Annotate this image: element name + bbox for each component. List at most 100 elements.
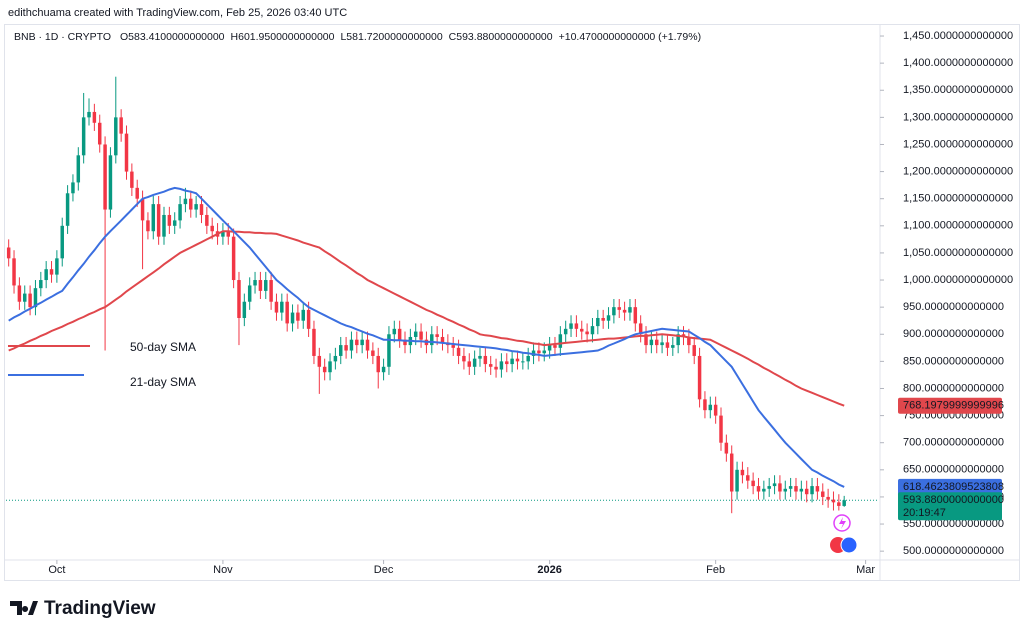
candle-body: [547, 345, 552, 351]
candle-body: [831, 499, 836, 503]
candle-body: [467, 361, 472, 367]
candle-body: [280, 301, 284, 313]
candle-body: [183, 198, 188, 205]
price-label-box: [898, 397, 1002, 414]
y-tick-label: 1,150.0000000000000: [903, 193, 1013, 205]
candle-body: [772, 483, 777, 487]
candle-body: [687, 336, 691, 346]
y-tick-label: 1,250.0000000000000: [903, 138, 1013, 150]
candle-body: [435, 334, 439, 337]
candle-body: [799, 488, 804, 492]
candle-body: [253, 280, 257, 286]
candle-body: [140, 198, 145, 221]
price-label: 618.4623809523808: [903, 481, 1004, 493]
candle-body: [521, 361, 525, 363]
candle-body: [596, 317, 600, 327]
candle-body: [456, 347, 461, 356]
candle-body: [462, 355, 466, 362]
y-tick-label: 700.0000000000000: [903, 437, 1004, 449]
candle-body: [440, 336, 445, 343]
y-tick-label: 1,200.0000000000000: [903, 165, 1013, 177]
candle-body: [729, 453, 734, 492]
candle-body: [381, 366, 386, 373]
candle-body: [713, 404, 718, 416]
ohlc-value: C593.8800000000000: [449, 31, 553, 43]
candle-body: [499, 361, 504, 370]
candle-body: [794, 486, 798, 492]
ohlc-header: O583.4100000000000 H601.9500000000000 L581…: [120, 31, 701, 43]
ohlc-value: +10.4700000000000 (+1.79%): [559, 31, 701, 43]
candle-body: [65, 193, 70, 226]
candle-body: [606, 315, 611, 321]
candle-body: [333, 355, 338, 362]
candle-body: [778, 483, 782, 492]
candle-body: [296, 312, 300, 321]
candle-body: [6, 247, 11, 259]
y-tick-label: 650.0000000000000: [903, 464, 1004, 476]
candle-body: [226, 231, 231, 237]
icon: [840, 536, 858, 554]
candle-body: [135, 187, 139, 199]
candle-body: [221, 231, 225, 237]
candle-body: [724, 442, 729, 454]
candle-body: [494, 366, 498, 370]
candle-body: [167, 214, 172, 226]
candle-body: [119, 117, 123, 134]
y-tick-label: 1,100.0000000000000: [903, 220, 1013, 232]
candle-body: [71, 182, 75, 194]
candle-body: [231, 236, 236, 281]
candle-body: [285, 301, 289, 324]
x-tick-label: Oct: [48, 564, 65, 576]
legend-label: 21-day SMA: [130, 375, 196, 389]
candle-body: [242, 301, 247, 318]
y-tick-label: 1,300.0000000000000: [903, 111, 1013, 123]
candle-body: [483, 355, 488, 365]
candle-body: [526, 355, 530, 362]
candle-body: [510, 358, 514, 365]
event-icons: [830, 514, 858, 554]
icon: [839, 517, 846, 529]
y-tick-label: 1,050.0000000000000: [903, 247, 1013, 259]
candle-body: [580, 328, 584, 332]
candle-body: [746, 475, 750, 481]
candle-body: [247, 285, 252, 302]
ohlc-value: L581.7200000000000: [340, 31, 442, 43]
candle-body: [826, 496, 830, 500]
candle-body: [837, 502, 841, 506]
candle-body: [703, 399, 707, 411]
candle-body: [178, 204, 182, 221]
candle-body: [649, 339, 654, 346]
candle-body: [553, 345, 557, 348]
y-tick-label: 800.0000000000000: [903, 382, 1004, 394]
y-tick-label: 1,400.0000000000000: [903, 57, 1013, 69]
candle-body: [44, 269, 48, 281]
candle-body: [76, 155, 81, 183]
candle-body: [189, 198, 193, 210]
plot: [6, 76, 879, 514]
price-label: 768.1979999999996: [903, 400, 1004, 412]
candle-body: [12, 258, 16, 286]
candle-body: [644, 334, 648, 346]
y-tick-label: 850.0000000000000: [903, 355, 1004, 367]
candle-body: [665, 342, 670, 348]
symbol: BNB · 1D · CRYPTO: [14, 31, 111, 43]
candle-body: [740, 469, 745, 476]
candle-body: [708, 404, 713, 411]
candle-body: [569, 323, 573, 329]
candle-body: [788, 486, 793, 489]
y-tick-label: 950.0000000000000: [903, 301, 1004, 313]
candle-body: [633, 307, 638, 324]
y-tick-label: 550.0000000000000: [903, 518, 1004, 530]
candle-body: [628, 307, 632, 313]
candle-body: [574, 323, 579, 329]
candle-body: [451, 345, 455, 348]
logo: [10, 601, 38, 615]
candle-body: [622, 309, 627, 313]
candle-body: [654, 339, 659, 346]
candle-body: [23, 293, 27, 302]
candle-body: [87, 111, 91, 118]
candle-body: [815, 486, 820, 492]
candle-body: [478, 355, 482, 359]
candle-body: [660, 342, 664, 346]
